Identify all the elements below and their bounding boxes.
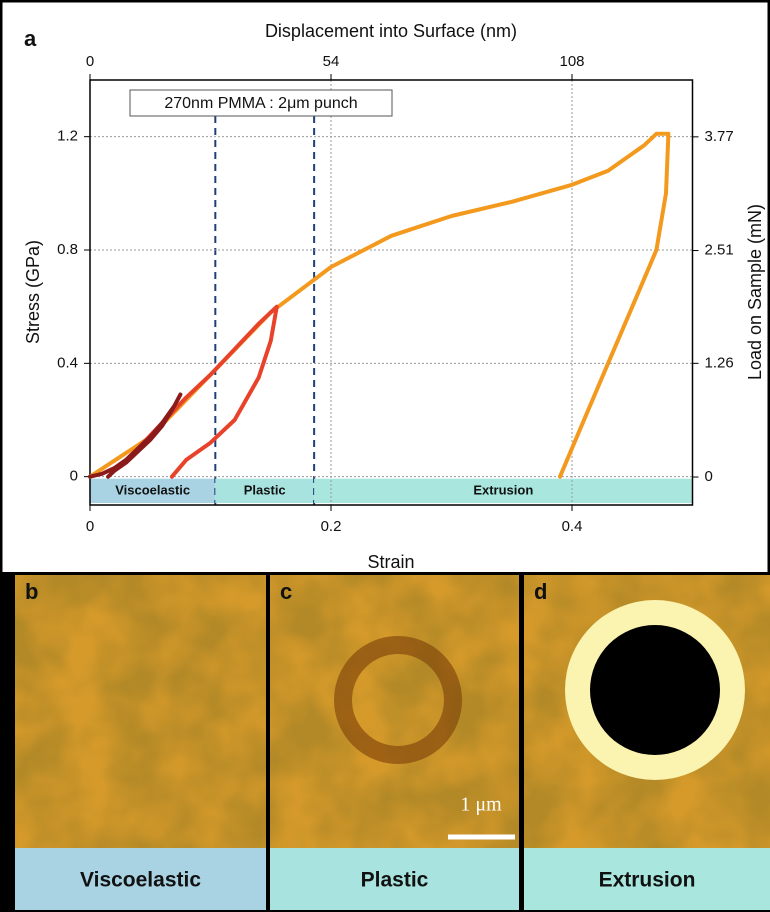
image-panels: Viscoelastic b Plastic c Extrusion d 1 μm xyxy=(0,572,770,912)
y2-tick-label: 2.51 xyxy=(705,242,734,259)
caption: Viscoelastic xyxy=(80,869,201,892)
x2-tick-label: 54 xyxy=(323,53,340,70)
x-axis-title: Strain xyxy=(367,552,414,572)
extrusion-hole xyxy=(590,625,720,755)
y-axis-title: Stress (GPa) xyxy=(23,240,43,344)
afm-texture xyxy=(270,575,519,848)
y-tick-label: 0 xyxy=(70,468,78,485)
x-tick-label: 0.4 xyxy=(562,518,583,535)
indent-ring xyxy=(334,636,462,764)
panel-label: c xyxy=(280,579,292,604)
data-line xyxy=(88,392,183,479)
panel-label: b xyxy=(25,579,38,604)
annotation-box xyxy=(129,89,393,117)
region-band xyxy=(90,478,216,503)
x2-tick-label: 108 xyxy=(559,53,584,70)
caption: Plastic xyxy=(361,869,429,892)
y-tick-label: 0.4 xyxy=(57,354,78,371)
region-band xyxy=(314,478,693,503)
caption-strip xyxy=(270,848,519,910)
plot: Viscoelastic Plastic Extrusion 0 0.4 0.8 1.2 0 0… xyxy=(57,53,734,535)
panel-label: a xyxy=(24,26,37,51)
plot-frame xyxy=(89,79,694,506)
afm-texture xyxy=(15,575,266,848)
y2-tick-label: 0 xyxy=(705,468,713,485)
panel-label: d xyxy=(534,579,547,604)
x-tick-label: 0.2 xyxy=(321,518,342,535)
data-line xyxy=(88,131,671,479)
scale-bar-label: 1 μm xyxy=(460,794,502,816)
data-line xyxy=(136,304,279,479)
x2-tick-label: 0 xyxy=(86,53,94,70)
region-band xyxy=(215,478,315,503)
caption-strip xyxy=(524,848,770,910)
y-tick-label: 1.2 xyxy=(57,128,78,145)
top-axis-title: Displacement into Surface (nm) xyxy=(265,21,517,41)
y2-tick-label: 3.77 xyxy=(705,128,734,145)
y-tick-label: 0.8 xyxy=(57,241,78,258)
annotation: 270nm PMMA : 2μm punch xyxy=(164,95,357,112)
caption: Extrusion xyxy=(599,869,696,892)
x-tick-label: 0 xyxy=(86,518,94,535)
region-label: Plastic xyxy=(244,482,286,497)
region-label: Extrusion xyxy=(473,482,533,497)
caption-strip xyxy=(15,848,266,910)
y2-tick-label: 1.26 xyxy=(705,354,734,371)
region-label: Viscoelastic xyxy=(115,482,190,497)
y2-axis-title: Load on Sample (mN) xyxy=(745,204,765,380)
